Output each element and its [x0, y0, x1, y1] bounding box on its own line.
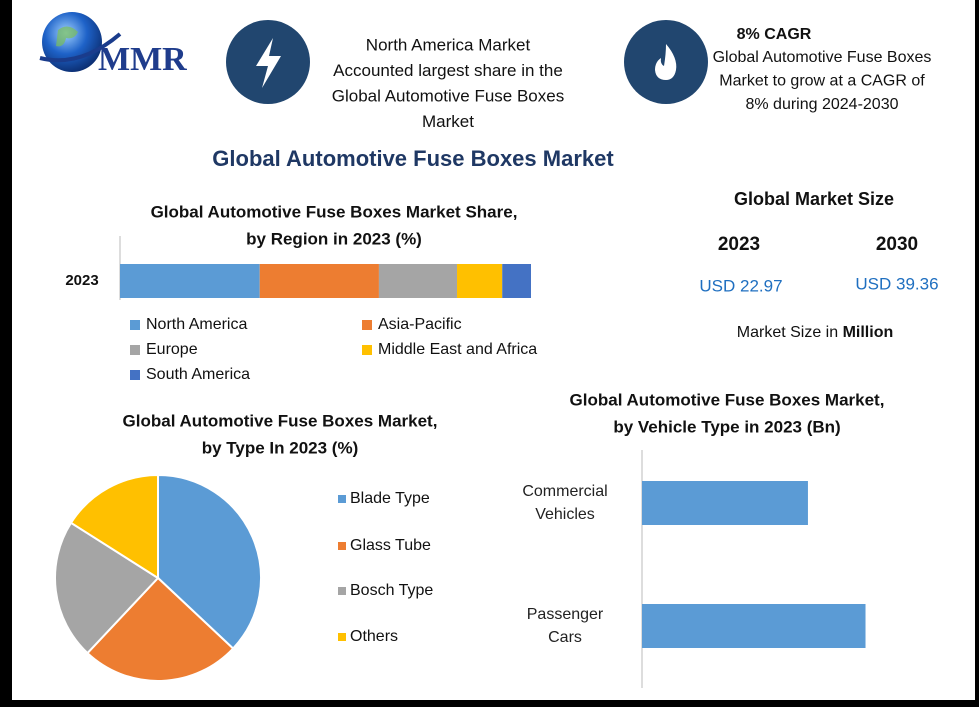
legend-swatch: [338, 542, 346, 550]
bar: [642, 481, 808, 525]
pie-slice: [157, 473, 262, 650]
market-year: 2023: [718, 234, 760, 255]
cagr-text: Market to grow at a CAGR of: [719, 73, 925, 90]
logo: MMR: [39, 12, 187, 78]
note-text: Market Size in: [737, 324, 843, 341]
legend-swatch: [362, 320, 372, 330]
category-label-box: Commercial Vehicles: [522, 483, 608, 523]
legend-swatch: [130, 370, 140, 380]
legend-swatch: [338, 587, 346, 595]
cagr-text: 8% during 2024-2030: [745, 96, 898, 113]
chart-title: by Type In 2023 (%): [202, 438, 359, 457]
pie-slice: [86, 576, 235, 682]
logo-text: MMR: [98, 41, 187, 78]
logo-globe: [42, 12, 102, 72]
chart-title: Global Automotive Fuse Boxes Market,: [123, 411, 438, 430]
legend-label: Blade Type: [350, 490, 430, 507]
legend-label: Europe: [146, 341, 198, 358]
legend-swatch: [362, 345, 372, 355]
note-unit: Million: [843, 324, 894, 341]
bar: [642, 604, 866, 648]
category-label: Passenger Cars: [526, 606, 604, 646]
market-year: 2030: [876, 234, 918, 255]
legend-swatch: [130, 345, 140, 355]
info-text: Global Automotive Fuse Boxes: [332, 86, 564, 105]
bar-segment: [502, 264, 531, 298]
legend-swatch: [338, 495, 346, 503]
main-title: Global Automotive Fuse Boxes Market: [212, 146, 614, 171]
chart-title: Global Automotive Fuse Boxes Market Shar…: [151, 202, 518, 221]
market-size-title: Global Market Size: [734, 189, 894, 209]
market-note: Market Size in Million: [737, 324, 893, 341]
logo-land: [56, 26, 78, 47]
pie-slice: [69, 473, 159, 580]
chart-title: by Region in 2023 (%): [246, 229, 422, 248]
legend-label: Glass Tube: [350, 537, 431, 554]
category-label: Commercial Vehicles: [522, 483, 608, 523]
legend-label: North America: [146, 316, 247, 333]
legend-label: Asia-Pacific: [378, 316, 462, 333]
legend-label: Others: [350, 628, 398, 645]
market-value: USD 39.36: [855, 274, 938, 293]
bar-segment: [120, 264, 260, 298]
legend-swatch: [130, 320, 140, 330]
category-label-box: Passenger Cars: [526, 606, 604, 646]
legend-label: South America: [146, 366, 250, 383]
pie-slice: [54, 521, 160, 655]
market-value: USD 22.97: [699, 276, 782, 295]
info-text: North America Market: [366, 35, 531, 54]
legend-swatch: [338, 633, 346, 641]
legend-label: Bosch Type: [350, 582, 433, 599]
icon-glyph: [655, 44, 677, 80]
icon-lightning: [226, 20, 310, 104]
cagr-title: 8% CAGR: [737, 26, 812, 43]
bar-segment: [259, 264, 379, 298]
category-label: 2023: [65, 272, 98, 289]
info-text: Accounted largest share in the: [333, 61, 563, 80]
bar-segment: [378, 264, 458, 298]
logo-swoosh: [39, 32, 122, 63]
chart-title: by Vehicle Type in 2023 (Bn): [613, 417, 840, 436]
chart-title: Global Automotive Fuse Boxes Market,: [570, 390, 885, 409]
legend-label: Middle East and Africa: [378, 341, 537, 358]
icon-glyph: [256, 38, 281, 88]
icon-flame: [624, 20, 708, 104]
cagr-text: Global Automotive Fuse Boxes: [713, 49, 932, 66]
info-text: Market: [422, 112, 474, 131]
bar-segment: [457, 264, 503, 298]
